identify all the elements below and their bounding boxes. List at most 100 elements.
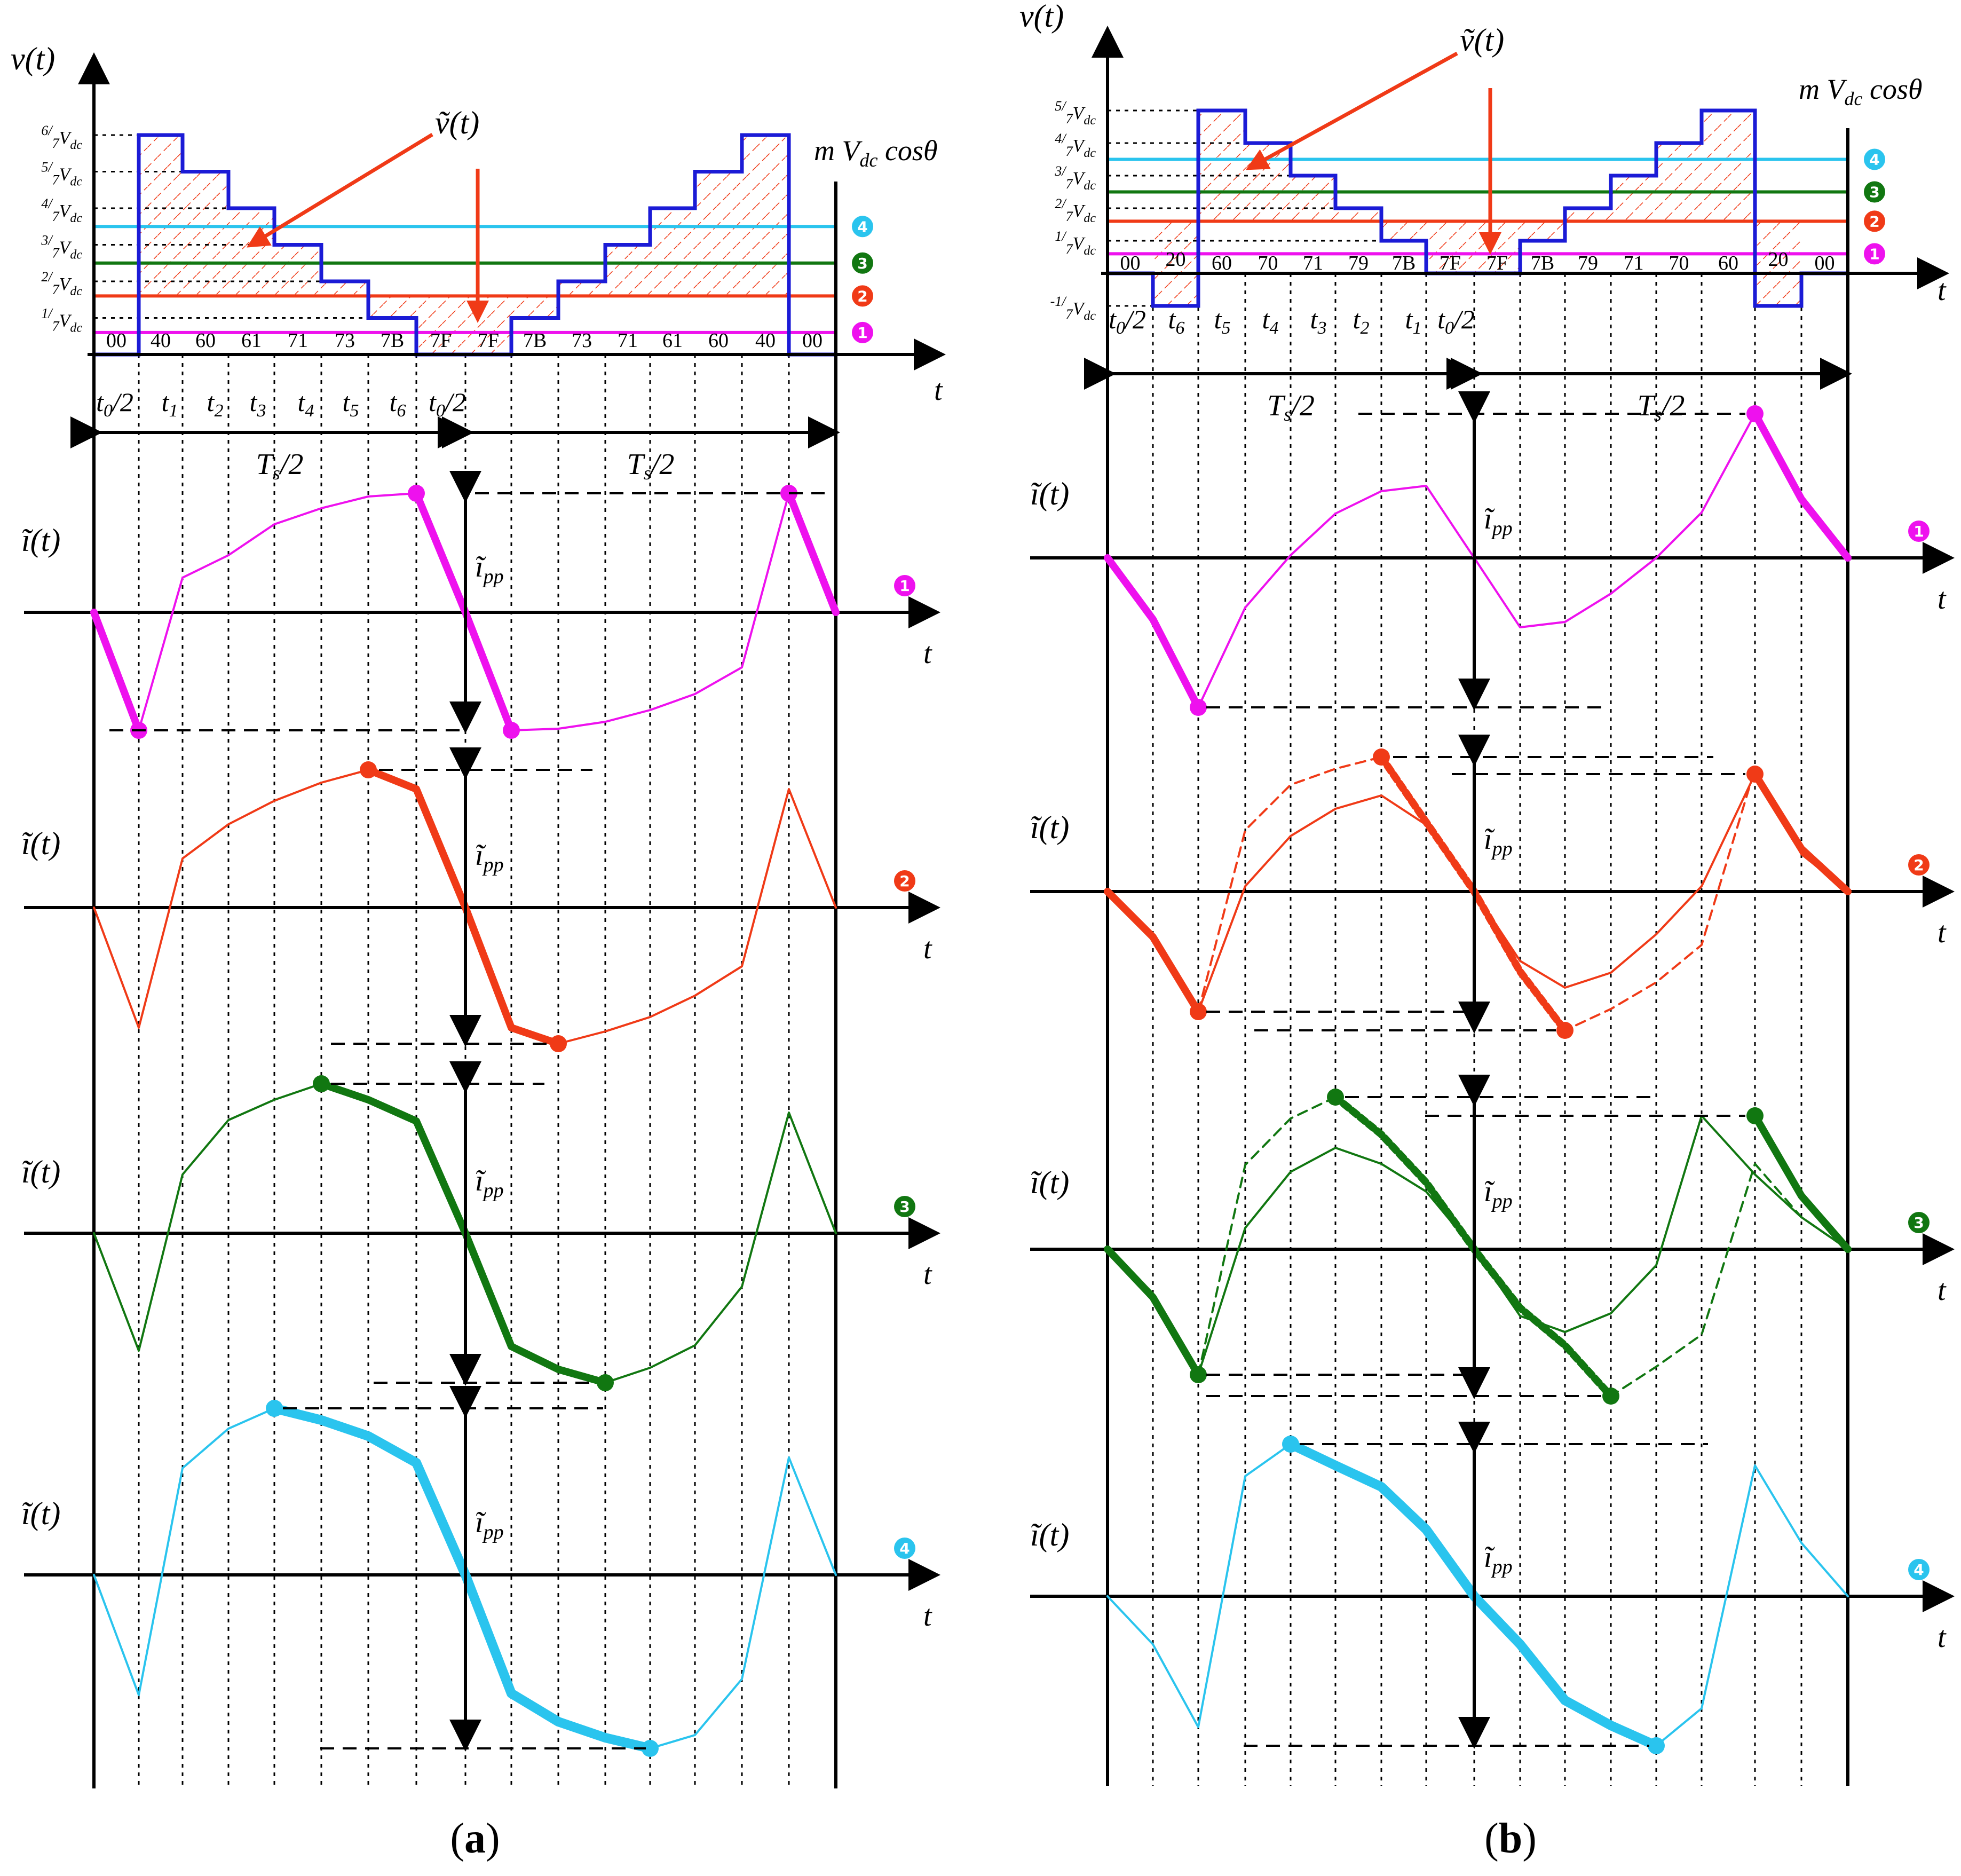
hatch-region [1702, 111, 1755, 222]
current-marker-text: 2 [1913, 856, 1924, 874]
hatch-region [1426, 221, 1474, 273]
state-code: 7F [430, 329, 452, 352]
ref-marker-1: 1 [852, 321, 873, 343]
state-code: 71 [618, 329, 638, 352]
state-code: 79 [1348, 252, 1369, 274]
ref-marker-1-text: 1 [857, 324, 867, 342]
ref-marker-2-text: 2 [1869, 212, 1879, 230]
state-code: 00 [1815, 252, 1835, 274]
state-code: 00 [106, 329, 126, 352]
hatch-region [183, 171, 228, 296]
time-label: t4 [298, 387, 314, 421]
current-waveform-highlight [1751, 770, 1852, 895]
vtilde-arrow-1 [1245, 51, 1458, 170]
ref-marker-1-disc [852, 321, 873, 343]
state-code: 61 [662, 329, 683, 352]
time-label: t1 [1405, 304, 1422, 338]
current-marker: 2 [1908, 854, 1930, 876]
hatch-region [1198, 111, 1245, 222]
current-axis-label: ĩ(t) [1030, 476, 1069, 511]
current-marker-disc [1908, 854, 1930, 876]
state-code: 70 [1258, 252, 1278, 274]
ref-marker-4: 4 [1864, 148, 1885, 170]
state-code: 7F [478, 329, 499, 352]
current-marker: 2 [894, 870, 915, 892]
ref-marker-3-text: 3 [857, 255, 867, 272]
hatch-region [1245, 143, 1291, 222]
vtilde-arrow-1 [247, 133, 433, 248]
peak-dot [503, 722, 520, 739]
ref-marker-2-text: 2 [857, 287, 867, 305]
time-label: t5 [1214, 304, 1231, 338]
current-marker-text: 2 [899, 872, 910, 890]
v-axis-label: v(t) [1019, 0, 1064, 34]
state-code: 20 [1768, 248, 1789, 271]
peak-dot [550, 1035, 567, 1052]
level-label: 4/7Vdc [41, 196, 82, 225]
hatch-region [605, 245, 650, 296]
level-label: 2/7Vdc [1055, 196, 1096, 225]
ref-marker-4-disc [1864, 148, 1885, 170]
current-marker-disc [894, 1538, 915, 1559]
time-label: t3 [1310, 304, 1327, 338]
hatch-region [228, 208, 274, 296]
time-label: t2 [1353, 304, 1370, 338]
state-code: 71 [1624, 252, 1644, 274]
peak-dot [408, 485, 425, 502]
current-axis-label: ĩ(t) [21, 1154, 60, 1189]
hatch-region [1565, 208, 1611, 222]
hatch-region [558, 281, 605, 296]
time-label: t1 [162, 387, 178, 421]
peak-dot [1746, 766, 1764, 783]
t-axis-label: t [923, 637, 932, 670]
current-marker-text: 1 [899, 577, 910, 595]
state-code: 7B [523, 329, 547, 352]
peak-dot [266, 1400, 283, 1417]
peak-dot [1746, 1107, 1764, 1124]
ref-marker-2: 2 [852, 285, 873, 307]
ipp-label: ĩpp [475, 550, 504, 588]
level-label: 5/7Vdc [41, 160, 82, 189]
hatch-region [139, 135, 183, 296]
current-waveform-dashed [1197, 1096, 1849, 1397]
state-code: 40 [151, 329, 171, 352]
state-code: 71 [288, 329, 308, 352]
current-waveform-highlight [785, 490, 840, 616]
panel-a: 6/7Vdc 5/7Vdc 4/7Vdc 3/7Vdc 2/7Vdc 1/7Vdc 1 2 3 4… [11, 41, 946, 1862]
peak-dot [360, 761, 377, 778]
ref-marker-3-text: 3 [1869, 184, 1879, 201]
time-label: t6 [390, 387, 406, 421]
hatch-region [1291, 176, 1335, 222]
current-waveform-highlight [1751, 1112, 1852, 1253]
ref-marker-2-disc [1864, 210, 1885, 232]
hatch-region [511, 296, 558, 318]
state-code: 20 [1166, 248, 1186, 271]
state-code: 60 [1718, 252, 1738, 274]
ref-marker-3-disc [852, 252, 873, 274]
current-marker-text: 4 [1913, 1561, 1924, 1579]
time-label: t5 [343, 387, 359, 421]
current-marker: 1 [1908, 521, 1930, 542]
state-code: 73 [335, 329, 355, 352]
half-period-label: Ts/2 [256, 448, 304, 484]
time-label: t3 [250, 387, 266, 421]
state-code: 7B [381, 329, 404, 352]
current-plot-4: t ĩ(t) 4 ĩpp [1030, 1422, 1955, 1754]
t-axis-label: t [1938, 916, 1947, 949]
current-marker-disc [1908, 1212, 1930, 1233]
current-marker-text: 3 [1913, 1214, 1924, 1232]
state-code: 00 [802, 329, 823, 352]
current-waveform-highlight [1751, 410, 1852, 562]
current-marker: 3 [1908, 1212, 1930, 1233]
v-axis-label: v(t) [11, 41, 55, 76]
current-axis-label: ĩ(t) [1030, 1165, 1069, 1200]
ref-marker-1: 1 [1864, 243, 1885, 265]
current-marker: 4 [894, 1538, 915, 1559]
state-code: 7B [1531, 252, 1554, 274]
hatch-region [1153, 221, 1198, 306]
time-label: t0/2 [96, 387, 133, 421]
hatch-region [274, 245, 321, 296]
hatch-region [1656, 143, 1702, 222]
ipp-label: ĩpp [1484, 502, 1513, 540]
